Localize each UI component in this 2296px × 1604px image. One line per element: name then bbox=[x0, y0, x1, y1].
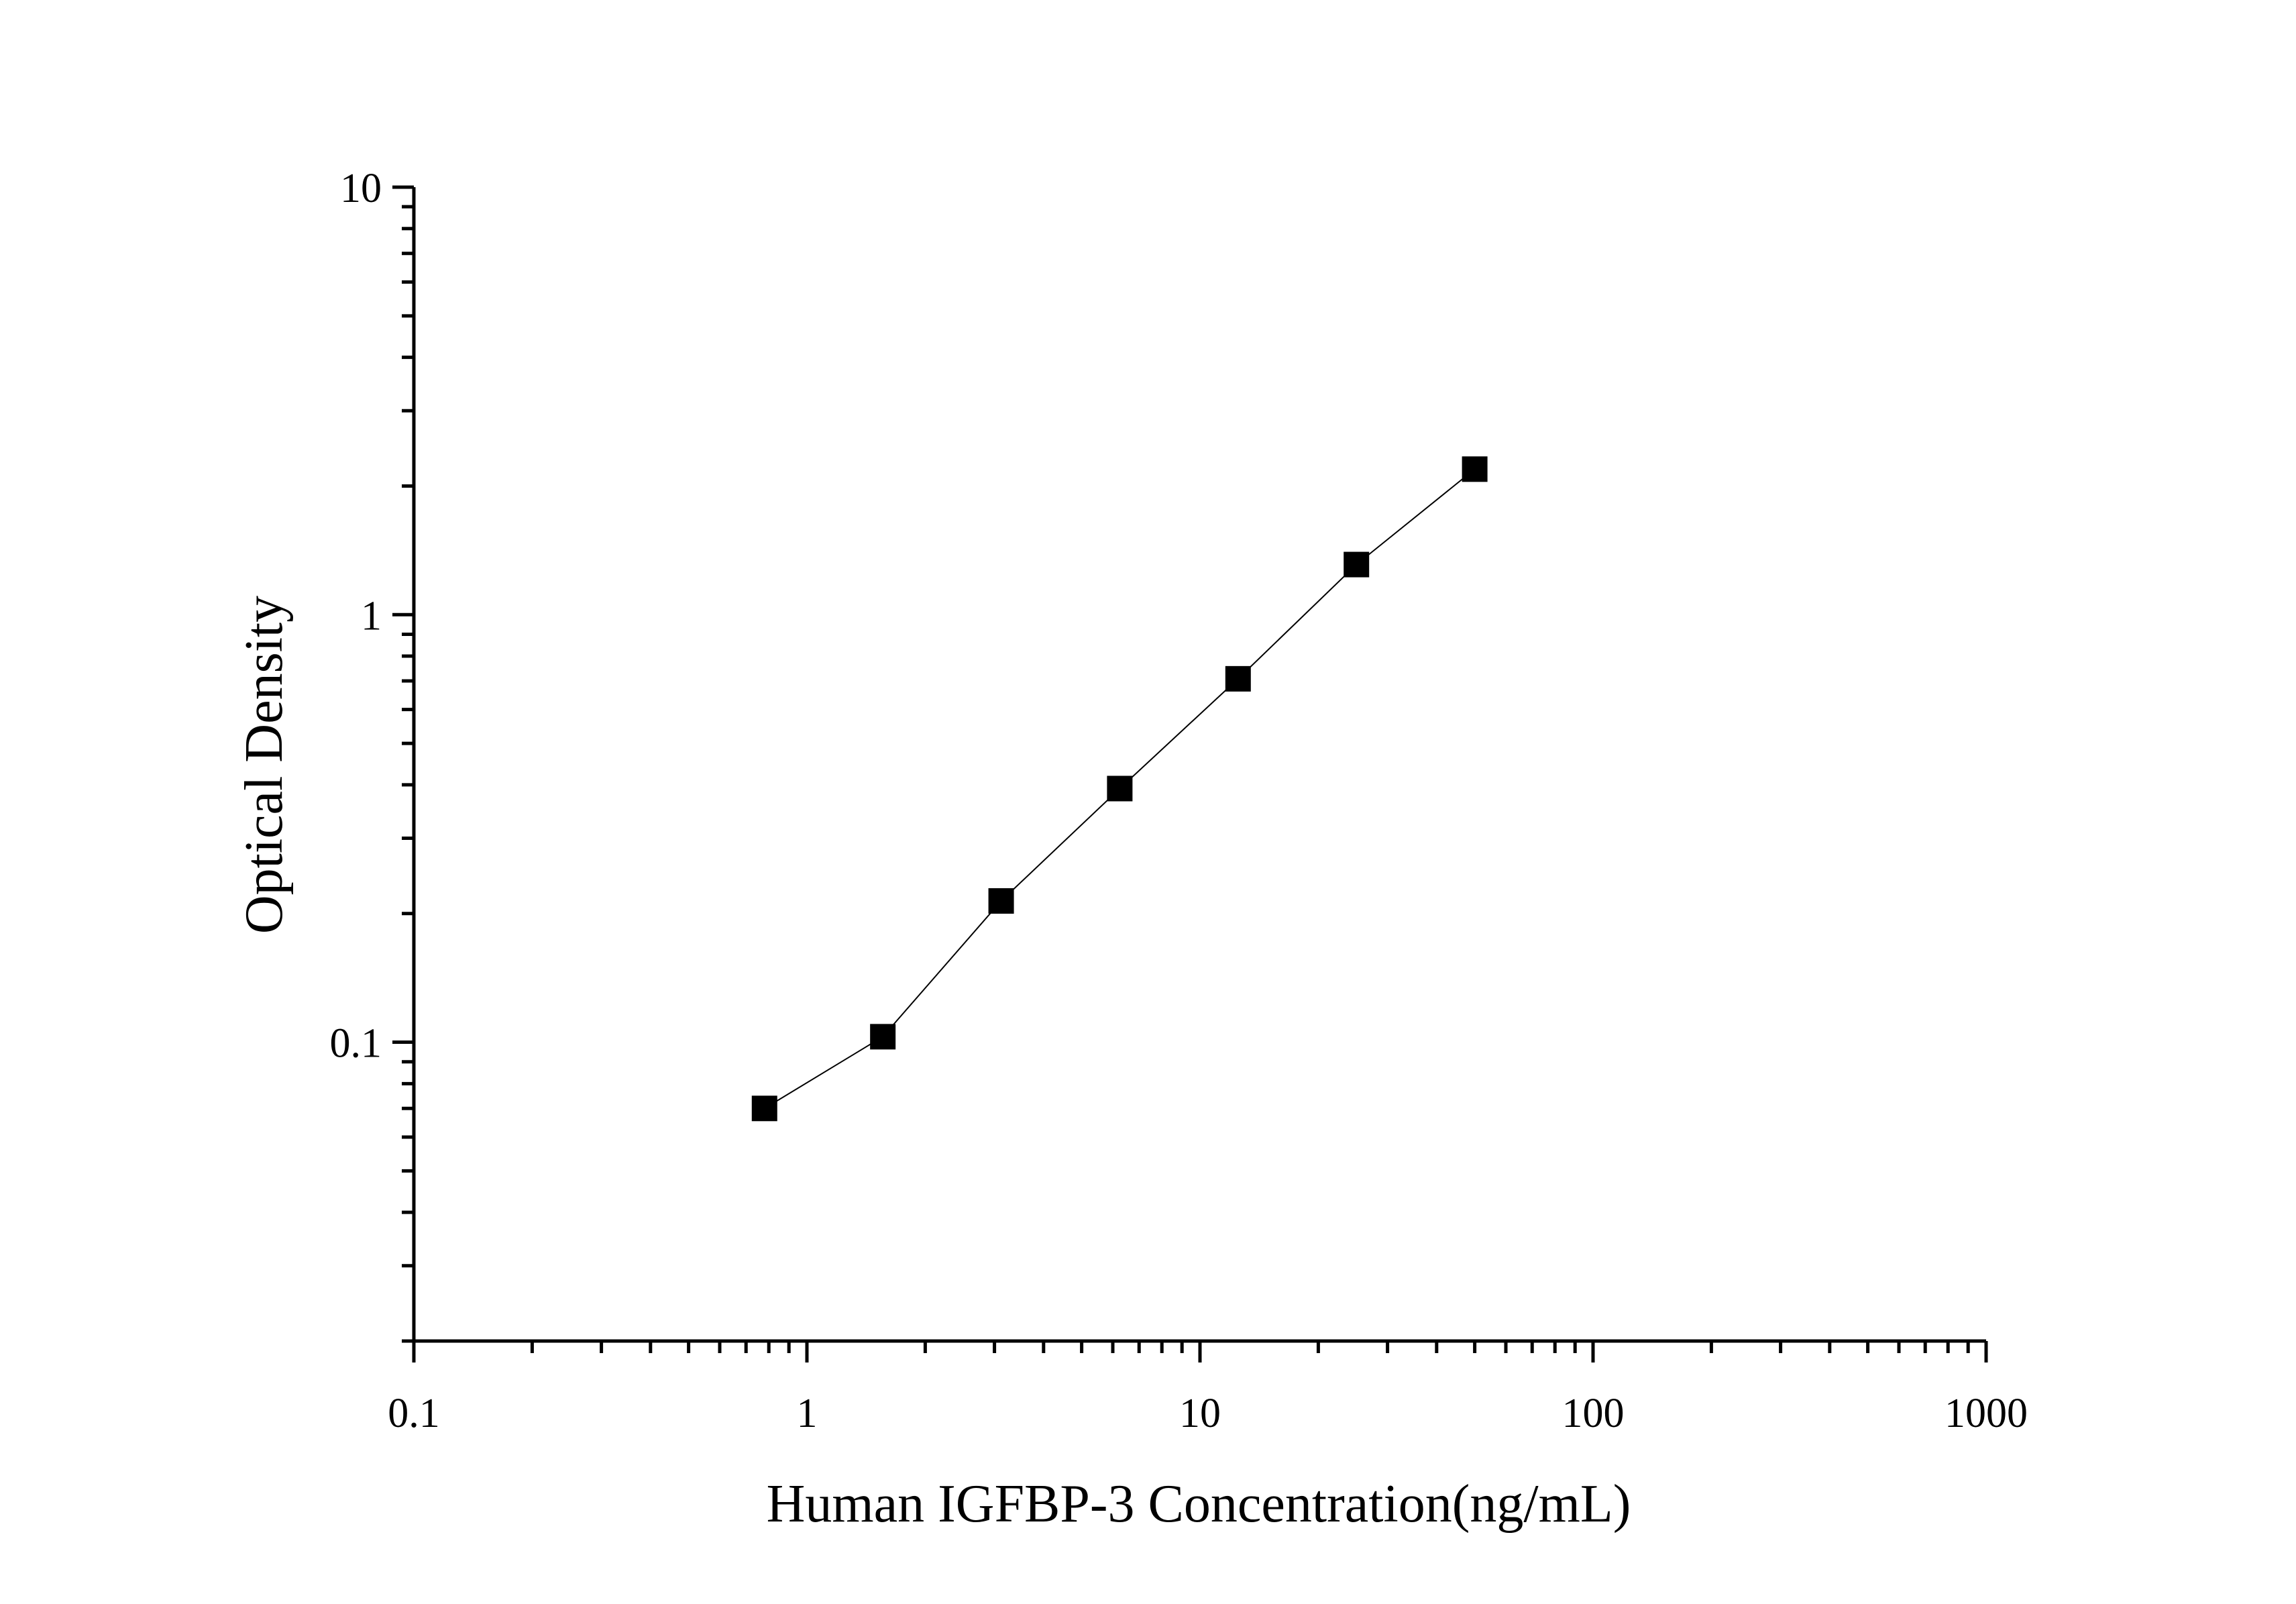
x-major-ticks bbox=[412, 1341, 1988, 1362]
y-tick-label: 10 bbox=[340, 166, 382, 211]
data-point bbox=[988, 888, 1014, 914]
x-axis-title: Human IGFBP-3 Concentration(ng/mL) bbox=[767, 1475, 1631, 1534]
x-tick-label: 100 bbox=[1562, 1391, 1625, 1436]
y-tick-label: 0.1 bbox=[330, 1021, 382, 1067]
data-point bbox=[1107, 776, 1133, 802]
y-major-ticks bbox=[392, 185, 414, 1045]
x-tick-label: 1 bbox=[797, 1391, 818, 1436]
data-point bbox=[1344, 551, 1370, 578]
data-markers bbox=[751, 456, 1488, 1122]
x-tick-label: 1000 bbox=[1945, 1391, 2028, 1436]
y-minor-ticks bbox=[402, 205, 414, 1343]
y-axis-title: Optical Density bbox=[235, 596, 294, 934]
data-point bbox=[870, 1024, 896, 1050]
x-tick-label: 0.1 bbox=[388, 1391, 440, 1436]
data-point bbox=[1462, 456, 1488, 482]
x-tick-labels: 0.1 1 10 100 1000 bbox=[388, 1391, 2028, 1436]
x-minor-ticks bbox=[530, 1341, 1970, 1353]
data-point bbox=[751, 1095, 777, 1122]
y-tick-labels: 0.1 1 10 bbox=[330, 166, 382, 1067]
x-tick-label: 10 bbox=[1179, 1391, 1221, 1436]
y-tick-label: 1 bbox=[361, 593, 382, 639]
data-point bbox=[1225, 665, 1251, 692]
